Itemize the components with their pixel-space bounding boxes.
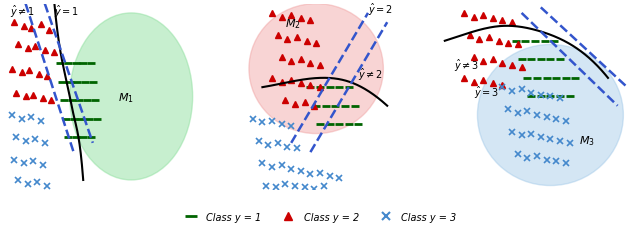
Text: $M_{1}$: $M_{1}$ bbox=[118, 91, 134, 104]
Text: $\hat{y}=2$: $\hat{y}=2$ bbox=[368, 2, 393, 18]
Text: $\hat{y}\neq1$: $\hat{y}\neq1$ bbox=[10, 3, 35, 20]
Ellipse shape bbox=[249, 5, 383, 134]
Text: $\hat{y}=1$: $\hat{y}=1$ bbox=[54, 3, 79, 20]
Ellipse shape bbox=[70, 14, 193, 180]
Text: $M_{2}$: $M_{2}$ bbox=[285, 17, 301, 30]
Text: $\hat{y}=3$: $\hat{y}=3$ bbox=[474, 85, 499, 101]
Text: $\hat{y}\neq3$: $\hat{y}\neq3$ bbox=[454, 57, 480, 73]
Text: $\hat{y}\neq2$: $\hat{y}\neq2$ bbox=[358, 66, 383, 82]
Legend: Class y = 1, Class y = 2, Class y = 3: Class y = 1, Class y = 2, Class y = 3 bbox=[180, 208, 460, 226]
Ellipse shape bbox=[477, 45, 623, 186]
Text: $M_{3}$: $M_{3}$ bbox=[579, 133, 595, 147]
